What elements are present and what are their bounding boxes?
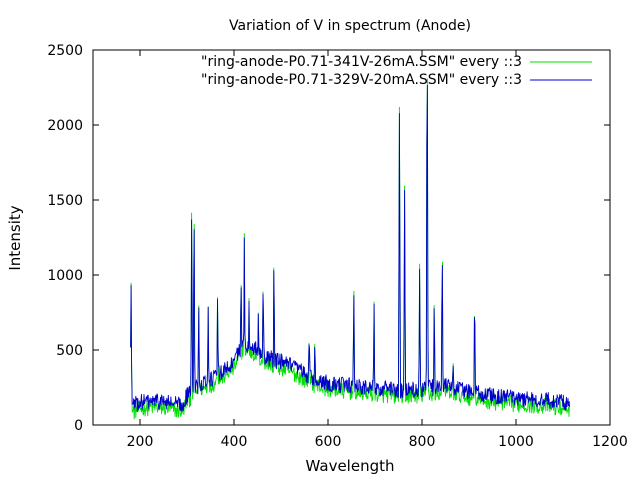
chart-title: Variation of V in spectrum (Anode) [229, 18, 471, 34]
series-line-1 [130, 78, 570, 420]
y-tick-label: 2500 [47, 43, 83, 59]
x-axis-title: Wavelength [306, 457, 395, 475]
legend: "ring-anode-P0.71-341V-26mA.SSM" every :… [201, 54, 592, 88]
plot-frame [92, 49, 611, 426]
x-tick-label: 400 [221, 434, 248, 450]
x-tick-label: 1000 [498, 434, 534, 450]
y-tick-label: 0 [74, 418, 83, 434]
series-layer [130, 78, 570, 420]
x-tick-label: 200 [127, 434, 154, 450]
legend-label-series-1: "ring-anode-P0.71-341V-26mA.SSM" every :… [201, 54, 522, 70]
y-tick-label: 2000 [47, 118, 83, 134]
y-tick-label: 500 [56, 343, 83, 359]
ticks-layer: 200 400 600 800 1000 1200 0 500 1000 1500 2000 2500 [47, 43, 627, 450]
legend-label-series-2: "ring-anode-P0.71-329V-20mA.SSM" every :… [201, 72, 522, 88]
x-tick-label: 600 [315, 434, 342, 450]
x-tick-label: 800 [409, 434, 436, 450]
series-line-2 [130, 85, 570, 413]
y-tick-label: 1000 [47, 268, 83, 284]
y-axis-title: Intensity [6, 205, 24, 270]
x-tick-label: 1200 [592, 434, 628, 450]
y-tick-label: 1500 [47, 193, 83, 209]
